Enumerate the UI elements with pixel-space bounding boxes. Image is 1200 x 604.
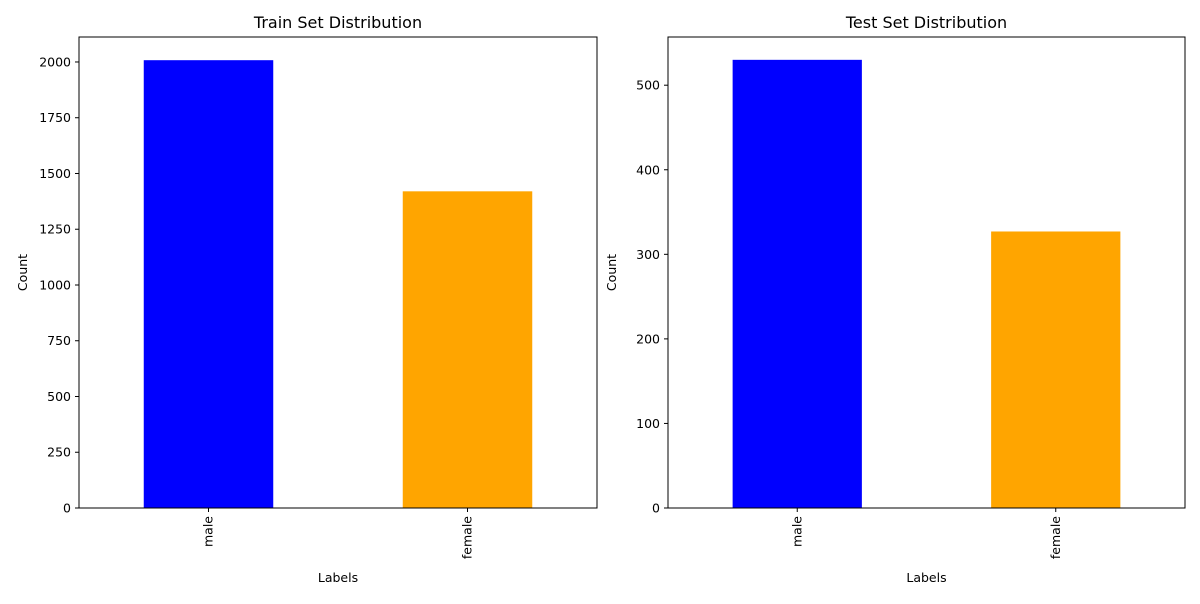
y-ticks: 0 100 200 300 400 500 — [636, 78, 668, 516]
x-tick-label: female — [460, 516, 475, 559]
y-tick-label: 500 — [636, 78, 660, 93]
y-tick-label: 200 — [636, 331, 660, 346]
y-tick-label: 750 — [47, 333, 71, 348]
train-chart: Train Set Distribution Labels Count 0 250… — [15, 13, 598, 585]
y-axis-label: Count — [604, 254, 619, 291]
bar-female — [402, 191, 533, 509]
x-tick-label: male — [789, 516, 804, 547]
y-tick-label: 0 — [652, 501, 660, 516]
plot-frame — [78, 36, 598, 509]
y-tick-label: 2000 — [39, 54, 71, 69]
x-ticks: male female — [201, 508, 475, 559]
chart-title: Test Set Distribution — [845, 13, 1007, 32]
x-tick-label: male — [201, 516, 216, 547]
bar-male — [732, 59, 862, 508]
bar-female — [991, 231, 1121, 508]
y-tick-label: 500 — [47, 389, 71, 404]
y-axis-label: Count — [15, 254, 30, 291]
bars — [732, 59, 1121, 508]
chart-title: Train Set Distribution — [253, 13, 422, 32]
y-tick-label: 250 — [47, 445, 71, 460]
x-axis-label: Labels — [906, 570, 946, 585]
plot-frame — [667, 36, 1186, 509]
y-ticks: 0 250 500 750 1000 1250 1500 1750 2000 — [39, 54, 79, 516]
x-axis-label: Labels — [318, 570, 358, 585]
test-chart: Test Set Distribution Labels Count 0 100 2… — [604, 13, 1186, 585]
y-tick-label: 1500 — [39, 166, 71, 181]
bar-male — [143, 60, 274, 509]
y-tick-label: 0 — [63, 501, 71, 516]
x-ticks: male female — [789, 508, 1063, 559]
y-tick-label: 1750 — [39, 110, 71, 125]
y-tick-label: 400 — [636, 162, 660, 177]
x-tick-label: female — [1048, 516, 1063, 559]
y-tick-label: 1250 — [39, 222, 71, 237]
y-tick-label: 100 — [636, 416, 660, 431]
y-tick-label: 300 — [636, 247, 660, 262]
y-tick-label: 1000 — [39, 277, 71, 292]
bars — [143, 60, 533, 509]
